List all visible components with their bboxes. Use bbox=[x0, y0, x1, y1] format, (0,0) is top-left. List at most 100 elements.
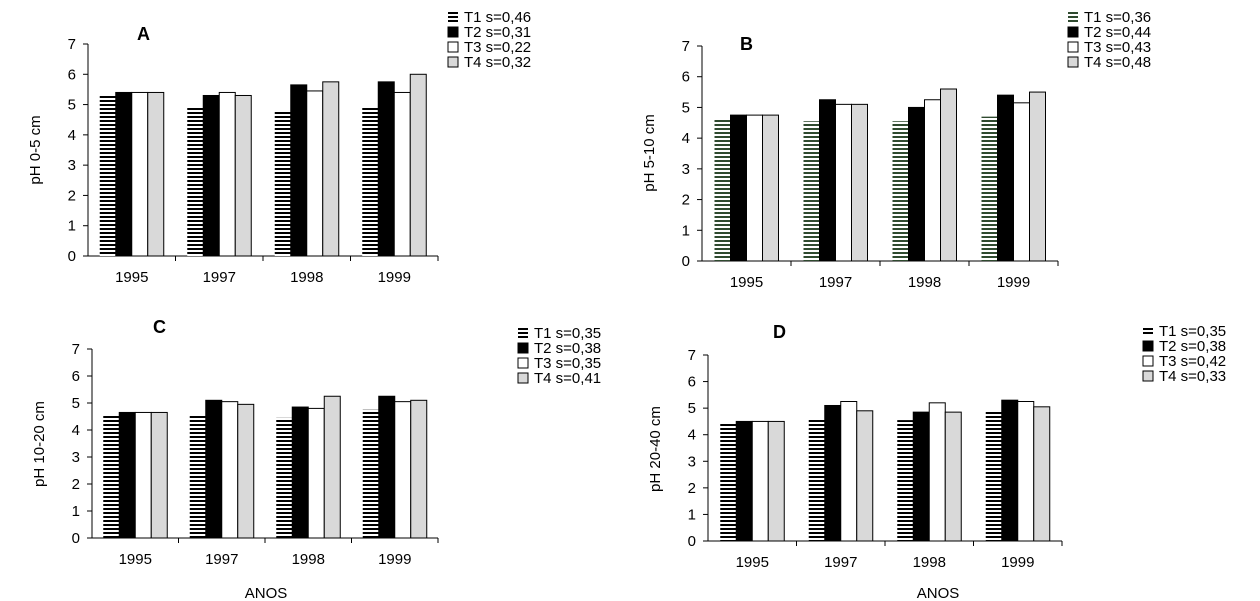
y-axis-title: pH 10-20 cm bbox=[31, 401, 48, 487]
panel-label: A bbox=[137, 24, 150, 44]
legend-entry-t3: T3 s=0,22 bbox=[464, 39, 531, 56]
x-axis-title: ANOS bbox=[245, 585, 288, 601]
bar-d-1998-t4 bbox=[944, 411, 962, 542]
y-tick-label: 4 bbox=[72, 422, 80, 439]
bar-a-1999-t4 bbox=[409, 73, 427, 257]
x-tick-label: 1997 bbox=[819, 274, 852, 291]
bar-c-1998-t4 bbox=[323, 395, 341, 539]
bar-a-1999-t3 bbox=[393, 91, 411, 257]
x-tick-label: 1995 bbox=[730, 274, 763, 291]
y-tick-label: 6 bbox=[68, 66, 76, 83]
bar-c-1997-t4 bbox=[237, 403, 255, 539]
x-tick-label: 1995 bbox=[736, 554, 769, 571]
legend-entry-t2: T2 s=0,44 bbox=[1084, 24, 1151, 41]
bar-d-1999-t3 bbox=[1017, 401, 1035, 542]
x-tick-label: 1997 bbox=[205, 551, 238, 568]
legend-swatch-t1 bbox=[518, 328, 528, 338]
y-tick-label: 4 bbox=[682, 130, 690, 147]
bar-b-1995-t1 bbox=[714, 118, 731, 261]
x-tick-label: 1999 bbox=[1001, 554, 1034, 571]
x-axis-title: ANOS bbox=[917, 585, 960, 601]
legend-entry-t3: T3 s=0,35 bbox=[534, 355, 601, 372]
y-axis-title: pH 20-40 cm bbox=[647, 406, 664, 492]
bar-c-1998-t2 bbox=[291, 406, 309, 539]
legend-swatch-t1 bbox=[1068, 12, 1078, 22]
y-tick-label: 7 bbox=[68, 36, 76, 53]
x-tick-label: 1995 bbox=[119, 551, 152, 568]
legend-swatch-t3 bbox=[1142, 355, 1154, 367]
bar-c-1999-t3 bbox=[394, 401, 412, 539]
y-tick-label: 4 bbox=[68, 127, 76, 144]
legend-entry-t2: T2 s=0,31 bbox=[464, 24, 531, 41]
bar-b-1999-t1 bbox=[981, 116, 998, 262]
y-tick-label: 1 bbox=[682, 222, 690, 239]
legend-entry-t4: T4 s=0,41 bbox=[534, 370, 601, 387]
legend-swatch-t1 bbox=[448, 12, 458, 22]
bar-b-1997-t3 bbox=[835, 103, 852, 262]
legend-swatch-t4 bbox=[1142, 370, 1154, 382]
legend-swatch-t2 bbox=[1067, 26, 1079, 38]
y-tick-label: 7 bbox=[688, 347, 696, 364]
y-tick-label: 2 bbox=[682, 192, 690, 209]
bar-c-1995-t1 bbox=[103, 415, 120, 538]
chart-panel-a: 0 1 2 3 4 5 6 7 1995 1997 1998 1999 ApH 0-5 cm T1 s=0… bbox=[27, 9, 531, 286]
bar-c-1998-t1 bbox=[276, 417, 293, 538]
y-tick-label: 2 bbox=[68, 187, 76, 204]
bar-d-1997-t4 bbox=[856, 410, 874, 542]
x-tick-label: 1999 bbox=[378, 551, 411, 568]
bar-d-1997-t2 bbox=[824, 404, 842, 542]
bar-b-1995-t2 bbox=[730, 114, 747, 262]
legend-swatch-t4 bbox=[447, 56, 459, 68]
panel-label: B bbox=[740, 34, 753, 54]
y-tick-label: 2 bbox=[688, 480, 696, 497]
bar-c-1995-t2 bbox=[118, 411, 136, 539]
bar-c-1999-t2 bbox=[378, 395, 396, 539]
bar-b-1995-t4 bbox=[762, 114, 779, 262]
bar-a-1997-t2 bbox=[202, 94, 220, 257]
y-tick-label: 0 bbox=[682, 253, 690, 270]
bar-b-1998-t2 bbox=[908, 106, 925, 262]
legend-swatch-t3 bbox=[1067, 41, 1079, 53]
legend-entry-t2: T2 s=0,38 bbox=[534, 340, 601, 357]
bar-a-1997-t3 bbox=[218, 91, 236, 257]
x-tick-label: 1998 bbox=[292, 551, 325, 568]
bar-c-1997-t2 bbox=[205, 399, 223, 539]
bar-d-1997-t3 bbox=[840, 401, 858, 542]
bar-b-1997-t4 bbox=[851, 103, 868, 262]
legend-swatch-t4 bbox=[517, 372, 529, 384]
bar-d-1997-t1 bbox=[808, 418, 825, 541]
y-axis-title: pH 5-10 cm bbox=[641, 114, 658, 192]
bar-d-1998-t2 bbox=[912, 411, 930, 542]
y-tick-label: 6 bbox=[688, 374, 696, 391]
bar-d-1999-t4 bbox=[1033, 406, 1051, 542]
y-tick-label: 6 bbox=[682, 69, 690, 86]
chart-panel-b: 0 1 2 3 4 5 6 7 1995 1997 1998 1999 BpH 5-10 cm T1 s=… bbox=[641, 9, 1151, 291]
bar-b-1999-t4 bbox=[1029, 91, 1046, 262]
bar-c-1997-t3 bbox=[221, 401, 239, 539]
bar-a-1999-t1 bbox=[362, 106, 379, 256]
legend-swatch-t2 bbox=[1142, 340, 1154, 352]
chart-panel-d: 0 1 2 3 4 5 6 7 1995 1997 1998 1999 DpH 20-40 cm ANOS… bbox=[647, 322, 1226, 601]
chart-panel-c: 0 1 2 3 4 5 6 7 1995 1997 1998 1999 CpH 10-20 cm ANOS… bbox=[31, 317, 601, 601]
bar-d-1998-t1 bbox=[897, 420, 914, 541]
x-tick-label: 1997 bbox=[203, 269, 236, 286]
y-tick-label: 5 bbox=[72, 395, 80, 412]
y-tick-label: 2 bbox=[72, 476, 80, 493]
bar-d-1999-t1 bbox=[985, 410, 1002, 541]
y-tick-label: 4 bbox=[688, 427, 696, 444]
bar-b-1998-t4 bbox=[940, 88, 957, 262]
legend-entry-t3: T3 s=0,43 bbox=[1084, 39, 1151, 56]
y-tick-label: 0 bbox=[68, 248, 76, 265]
bar-a-1997-t4 bbox=[234, 94, 252, 257]
bar-c-1999-t1 bbox=[362, 409, 379, 538]
bar-a-1995-t3 bbox=[131, 91, 149, 257]
bar-a-1998-t4 bbox=[322, 81, 340, 257]
bar-b-1998-t1 bbox=[892, 121, 909, 261]
x-tick-label: 1998 bbox=[908, 274, 941, 291]
y-tick-label: 0 bbox=[72, 530, 80, 547]
